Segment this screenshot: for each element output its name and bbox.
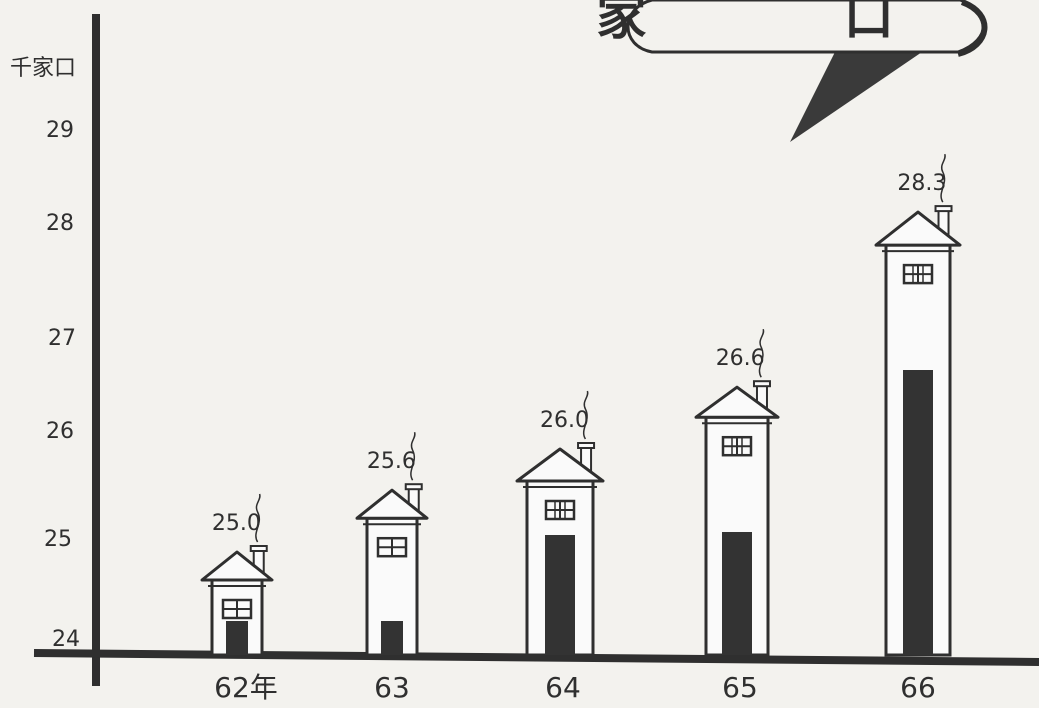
house-roof [355, 488, 429, 520]
title-bubble-tail [790, 50, 922, 142]
smoke [940, 153, 946, 203]
house-bar: 28.3 [874, 153, 962, 657]
house-roof [200, 550, 274, 582]
axes [33, 14, 1039, 686]
door [381, 621, 403, 655]
x-tick-label: 66 [900, 671, 936, 704]
y-tick-label: 24 [52, 627, 80, 652]
chimney-cap [577, 442, 596, 449]
y-axis-label: 千家口 [10, 56, 76, 81]
data-label: 25.0 [212, 511, 261, 536]
house-bar: 25.0 [200, 493, 274, 657]
house-roof [874, 210, 962, 247]
door [545, 535, 575, 655]
y-tick-label: 28 [46, 211, 74, 236]
door [226, 621, 248, 655]
house-roof [694, 385, 780, 419]
y-tick-label: 27 [48, 326, 76, 351]
y-tick-label: 26 [46, 419, 74, 444]
title-bubble: 家 口 [596, 0, 988, 142]
title-bubble-shadow [957, 0, 988, 57]
house-bar: 25.6 [355, 431, 429, 657]
smoke [410, 431, 416, 481]
house-bar: 26.0 [515, 390, 605, 657]
chimney-cap [752, 380, 771, 388]
door [903, 370, 933, 655]
data-label: 25.6 [367, 449, 416, 474]
data-label: 26.6 [716, 346, 765, 371]
x-tick-label: 62年 [214, 671, 278, 704]
chimney-cap [404, 483, 423, 491]
data-label: 26.0 [540, 408, 589, 433]
x-tick-labels: 62年 63 64 65 66 [214, 671, 936, 704]
x-tick-label: 65 [722, 671, 758, 704]
x-tick-label: 64 [545, 671, 581, 704]
x-axis-line [33, 649, 1039, 666]
chart-title: 家 口 [596, 0, 983, 46]
door [722, 532, 752, 655]
smoke [758, 328, 765, 378]
y-tick-labels: 24 25 26 27 28 29 [44, 118, 80, 652]
data-label: 28.3 [897, 171, 946, 196]
chimney-cap [249, 545, 268, 552]
house-roof [515, 447, 605, 483]
house-bar: 26.6 [694, 328, 780, 657]
house-bars: 25.0 25.6 26.0 26.6 28.3 [200, 153, 962, 657]
smoke [255, 493, 261, 543]
smoke [582, 390, 589, 440]
x-tick-label: 63 [374, 671, 410, 704]
y-tick-label: 25 [44, 527, 72, 552]
chimney-cap [934, 205, 953, 213]
y-tick-label: 29 [46, 118, 74, 143]
